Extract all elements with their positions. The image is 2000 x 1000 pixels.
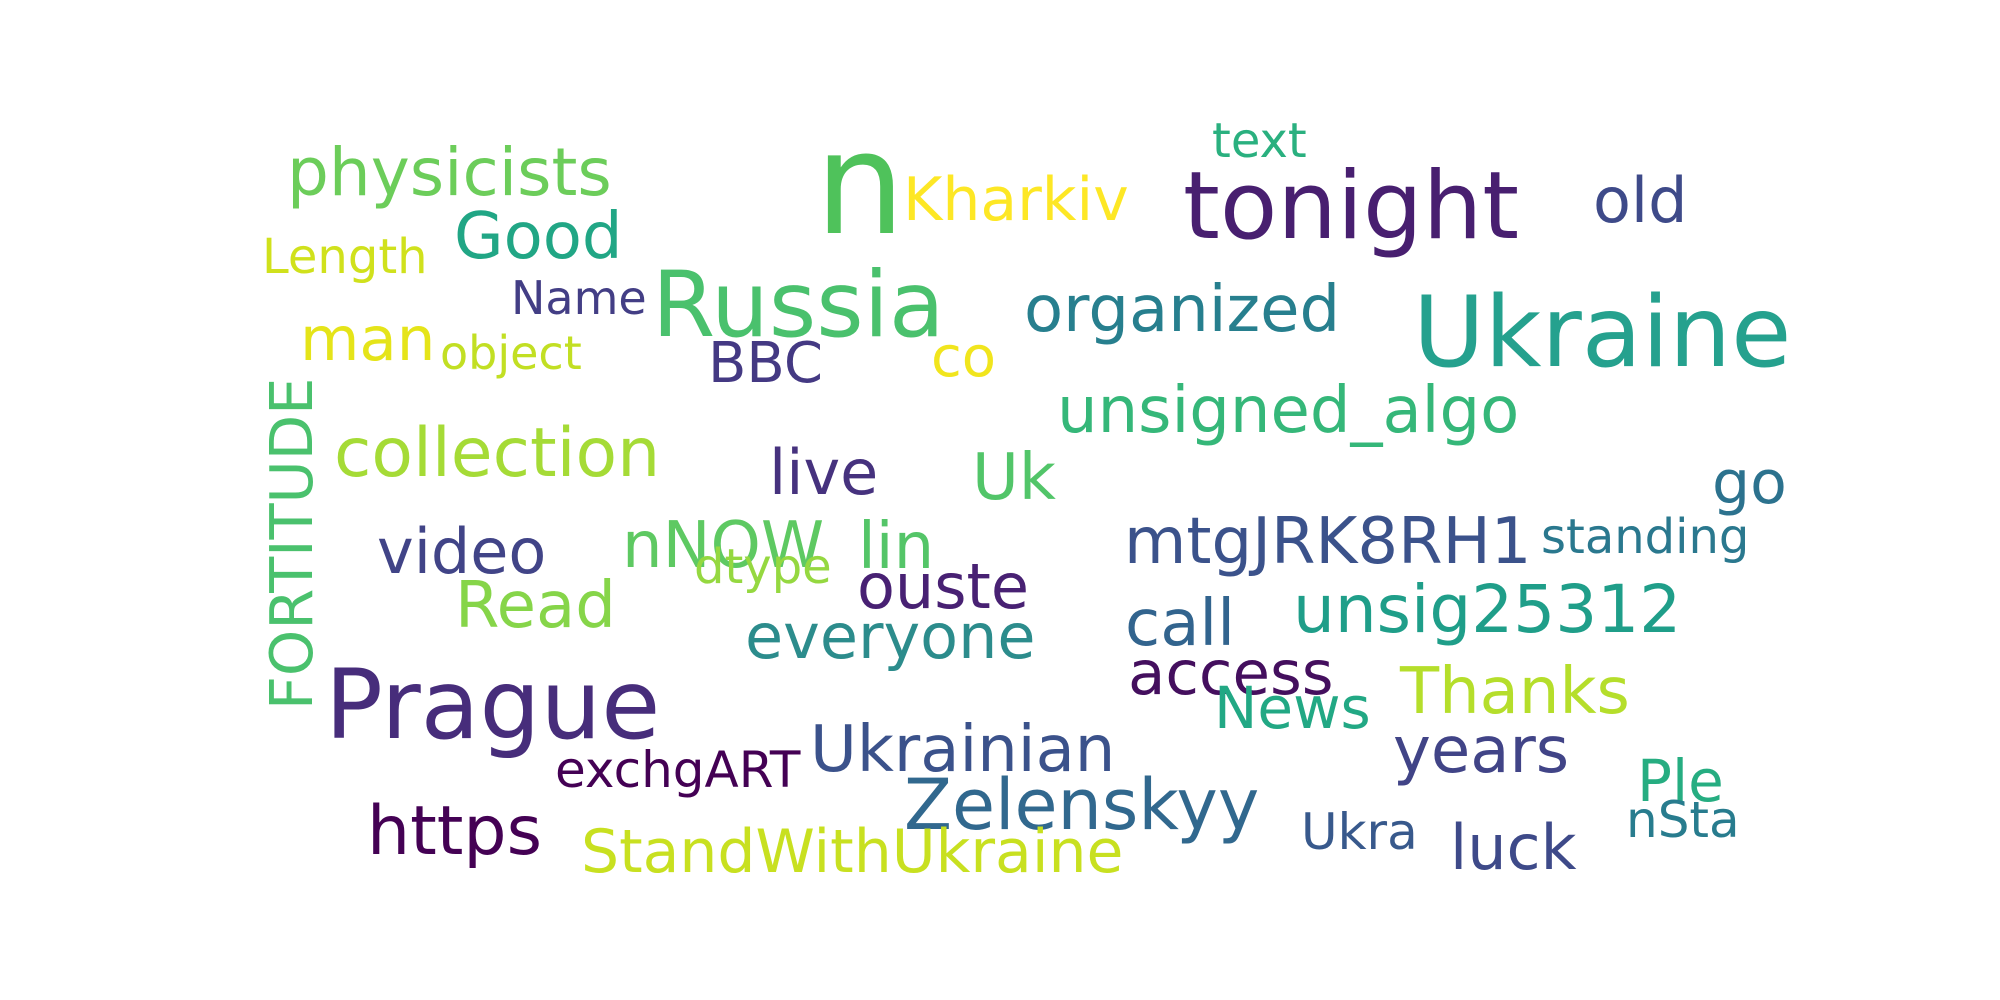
word-bbc: BBC <box>708 331 823 396</box>
word-ukrainian: Ukrainian <box>810 713 1116 787</box>
word-unsig25312: unsig25312 <box>1293 571 1682 648</box>
word-years: years <box>1393 714 1570 788</box>
word-n-sta: nSta <box>1626 791 1740 849</box>
word-ouste: ouste <box>857 550 1029 623</box>
word-collection: collection <box>334 414 661 493</box>
word-thanks: Thanks <box>1400 655 1630 729</box>
word-uk: Uk <box>972 441 1056 515</box>
word-length: Length <box>262 229 428 285</box>
word-ukra: Ukra <box>1301 803 1418 861</box>
word-zelenskyy: Zelenskyy <box>904 764 1260 846</box>
word-good: Good <box>454 200 623 274</box>
word-n-now: nNOW <box>622 509 825 583</box>
word-call: call <box>1125 587 1235 661</box>
word-exchg-art: exchgART <box>555 741 801 799</box>
word-go: go <box>1712 448 1787 518</box>
word-luck: luck <box>1450 811 1577 884</box>
word-access: access <box>1128 638 1334 709</box>
word-ukraine: Ukraine <box>1413 276 1792 390</box>
word-object: object <box>440 326 582 380</box>
word-kharkiv: Kharkiv <box>903 165 1129 235</box>
word-organized: organized <box>1024 273 1341 347</box>
word-stand-with-ukraine: StandWithUkraine <box>581 817 1124 887</box>
word-n: n <box>815 102 905 267</box>
word-news: News <box>1214 674 1371 742</box>
word-standing: standing <box>1541 509 1750 565</box>
word-lin: lin <box>858 510 935 584</box>
word-dtype: dtype <box>694 539 832 595</box>
word-physicists: physicists <box>287 134 612 211</box>
word-old: old <box>1593 164 1688 237</box>
word-prague: Prague <box>325 649 661 761</box>
word-unsigned-algo: unsigned_algo <box>1057 374 1520 448</box>
word-man: man <box>300 304 436 375</box>
word-read: Read <box>455 569 616 643</box>
word-co: co <box>931 325 997 390</box>
word-live: live <box>769 436 879 509</box>
word-ple: Ple <box>1637 747 1724 815</box>
word-russia: Russia <box>652 253 945 358</box>
word-everyone: everyone <box>745 600 1036 673</box>
word-text: text <box>1212 113 1307 169</box>
word-fortitude: FORTITUDE <box>257 377 326 710</box>
word-video: video <box>377 515 547 588</box>
word-https: https <box>367 792 543 871</box>
word-name: Name <box>511 271 647 325</box>
word-mtg-jrk8-rh1: mtgJRK8RH1 <box>1124 505 1532 579</box>
word-tonight: tonight <box>1183 152 1520 261</box>
